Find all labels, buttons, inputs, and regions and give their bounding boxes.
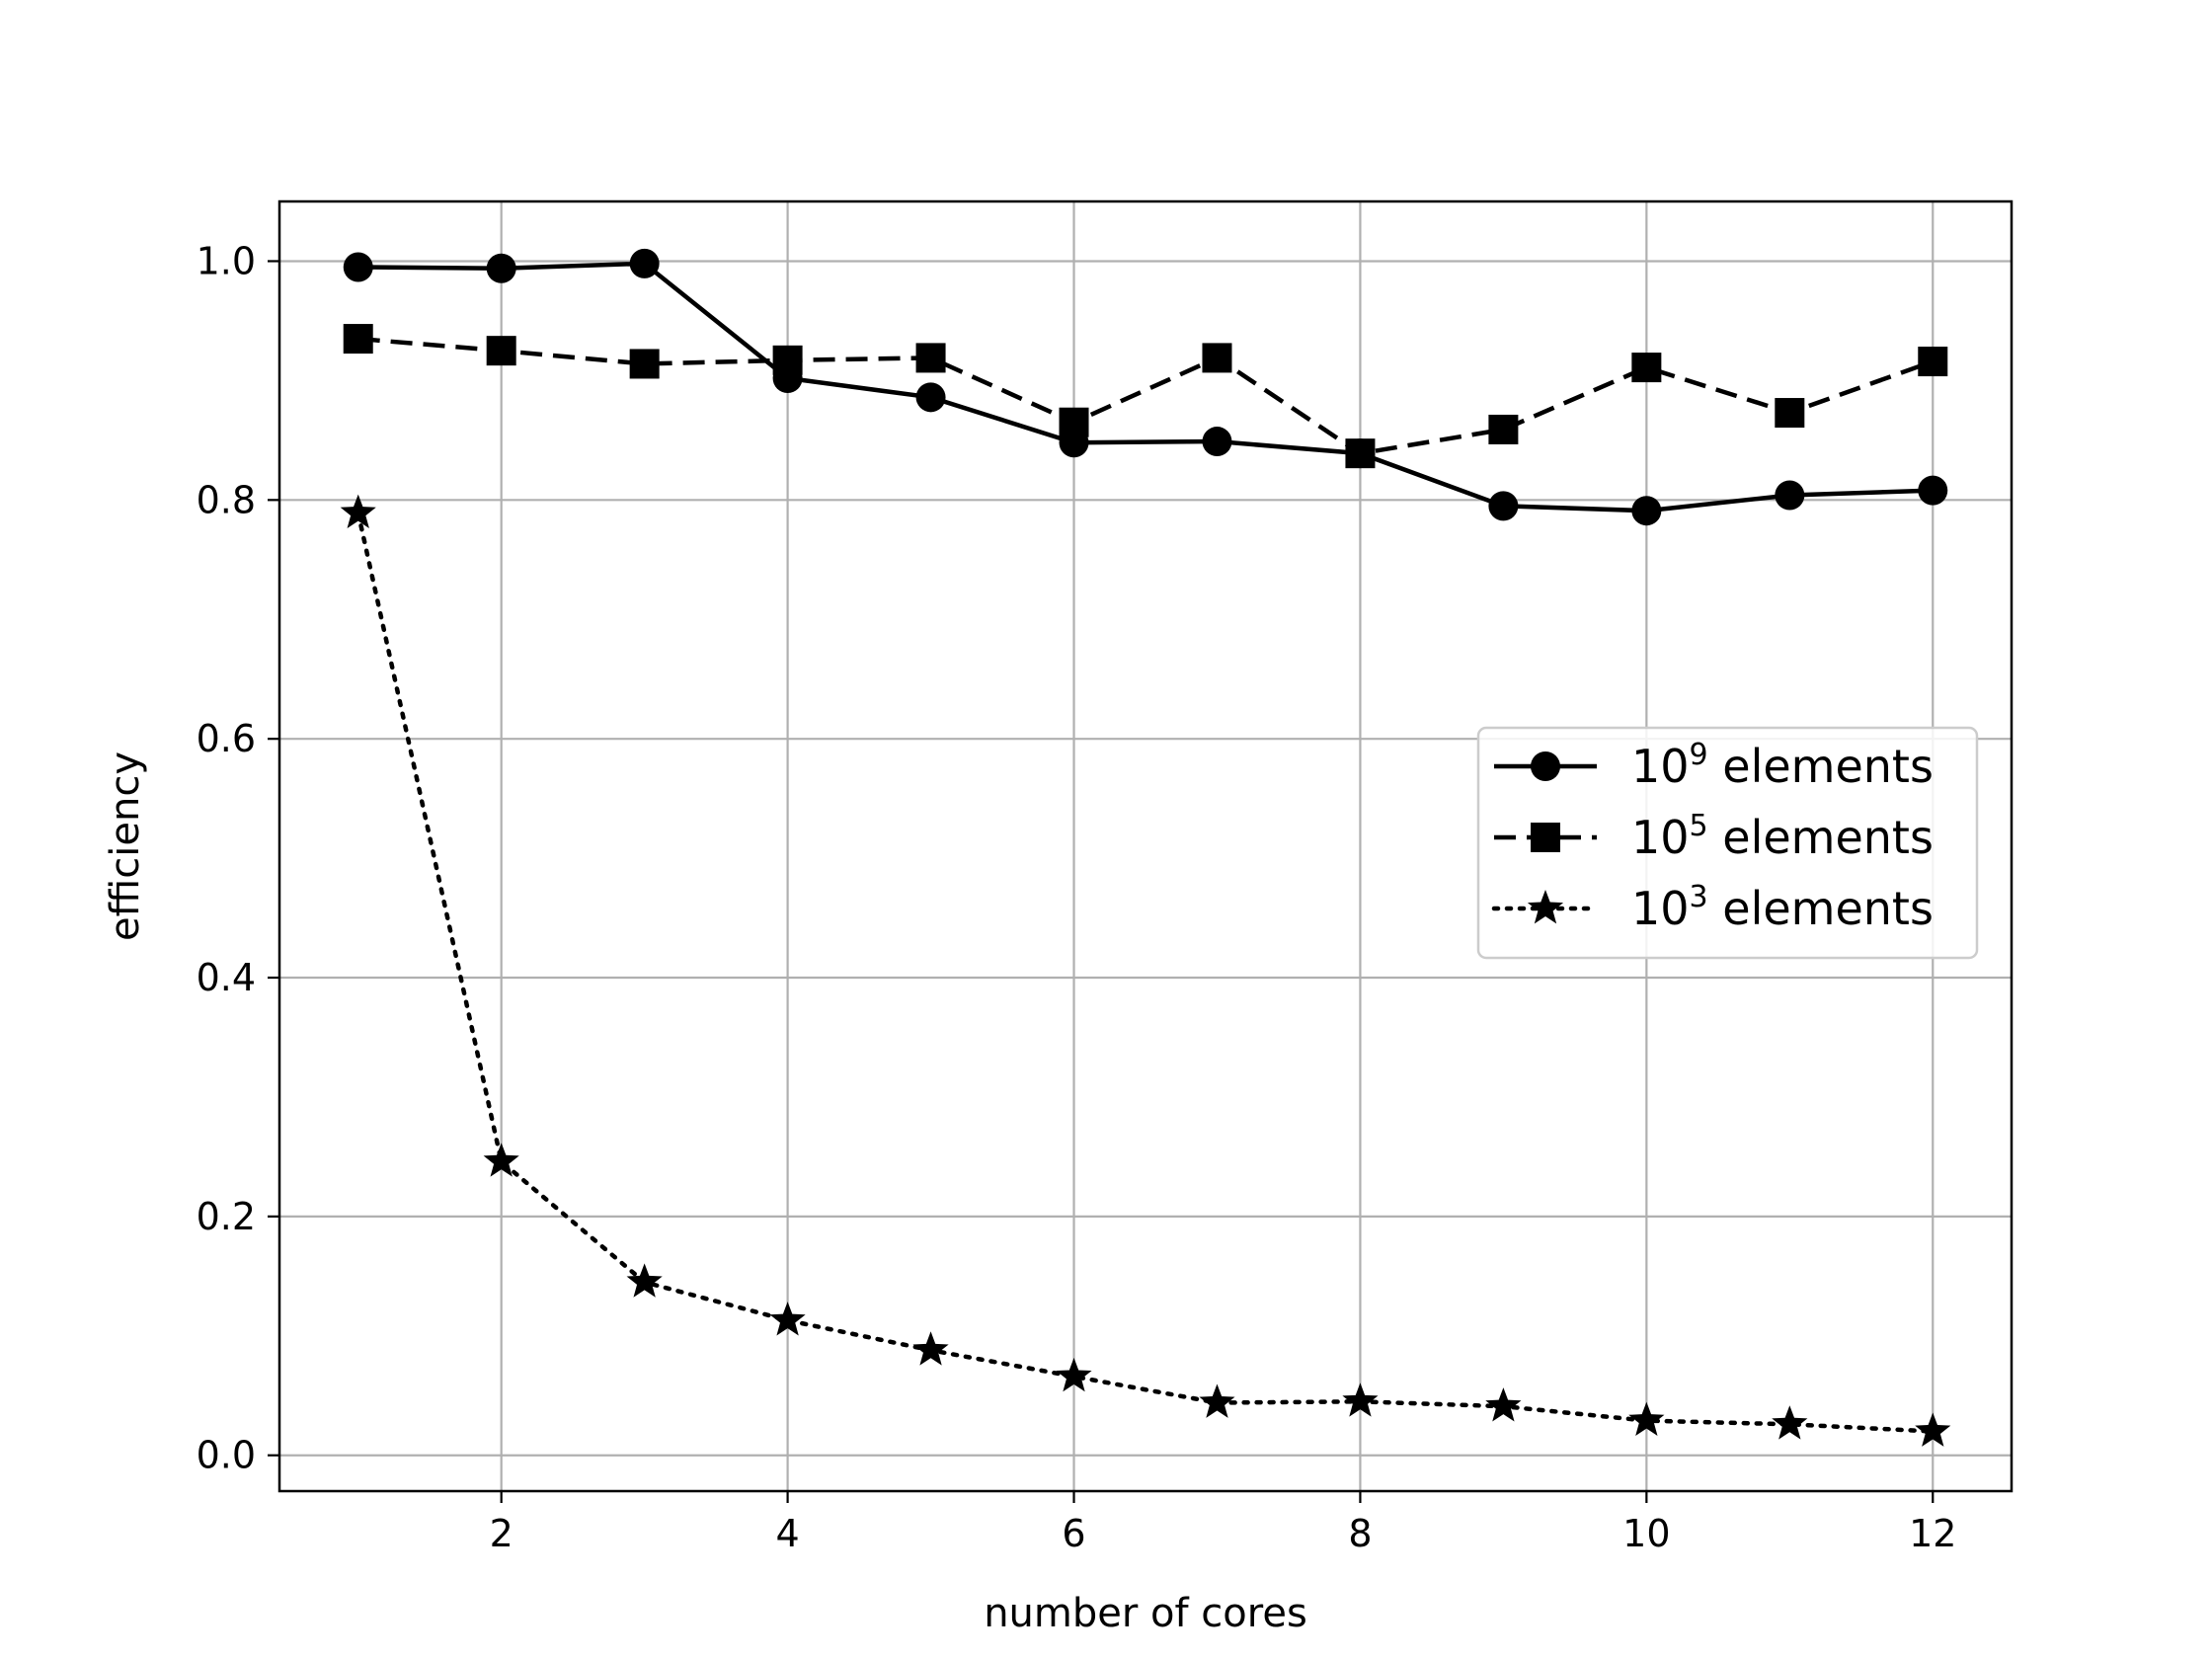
data-point bbox=[340, 494, 376, 528]
legend-exponent: 9 bbox=[1690, 738, 1708, 772]
data-point bbox=[343, 324, 373, 355]
data-point bbox=[629, 248, 660, 278]
legend-base: 10 bbox=[1631, 811, 1690, 864]
data-point bbox=[772, 345, 803, 375]
legend-base: 10 bbox=[1631, 882, 1690, 935]
x-tick-label: 12 bbox=[1909, 1512, 1956, 1555]
data-point bbox=[1918, 475, 1948, 506]
legend-box bbox=[1476, 726, 1979, 960]
data-point bbox=[1056, 1357, 1092, 1392]
series-line bbox=[357, 336, 1935, 456]
data-point bbox=[1202, 343, 1232, 373]
x-tick-label: 8 bbox=[1348, 1512, 1372, 1555]
x-tick-label: 2 bbox=[490, 1512, 514, 1555]
data-point bbox=[1628, 1401, 1665, 1437]
legend-marker bbox=[1531, 751, 1560, 781]
data-point bbox=[1199, 1383, 1235, 1418]
data-point bbox=[1342, 1382, 1379, 1417]
data-point bbox=[1059, 407, 1089, 437]
series-line bbox=[356, 511, 1936, 1434]
data-point bbox=[1488, 491, 1519, 521]
legend-series-name: elements bbox=[1708, 740, 1934, 793]
data-point bbox=[486, 253, 516, 283]
legend-series-name: elements bbox=[1708, 811, 1934, 864]
data-point bbox=[1485, 1387, 1522, 1422]
data-point bbox=[912, 1331, 949, 1366]
data-point bbox=[769, 1302, 806, 1336]
data-point bbox=[1202, 427, 1232, 457]
series-line bbox=[357, 261, 1934, 514]
legend-entry-label: 103 elements bbox=[1631, 880, 1934, 935]
plot-frame bbox=[277, 199, 2014, 1493]
data-point bbox=[1631, 353, 1662, 383]
data-point bbox=[626, 1263, 663, 1298]
y-tick-label: 0.6 bbox=[197, 717, 256, 760]
legend-exponent: 3 bbox=[1690, 880, 1708, 914]
data-point bbox=[1488, 414, 1519, 444]
data-point bbox=[915, 343, 946, 373]
data-point bbox=[1918, 347, 1948, 377]
y-tick-label: 1.0 bbox=[197, 239, 256, 282]
data-point bbox=[1772, 1405, 1808, 1440]
data-point bbox=[915, 382, 946, 413]
series-1 bbox=[343, 324, 1948, 469]
data-point bbox=[1775, 398, 1805, 429]
y-tick-label: 0.8 bbox=[197, 478, 256, 521]
y-tick-label: 0.0 bbox=[197, 1434, 256, 1477]
y-tick-label: 0.4 bbox=[197, 956, 256, 999]
x-axis-label: number of cores bbox=[984, 1591, 1307, 1636]
legend-entry-label: 109 elements bbox=[1631, 738, 1934, 793]
series-layer bbox=[340, 248, 1951, 1447]
data-point bbox=[1915, 1412, 1951, 1447]
x-tick-label: 4 bbox=[776, 1512, 800, 1555]
x-tick-label: 6 bbox=[1062, 1512, 1085, 1555]
ticks: 2 4 6 8 10 12 0.0 0.2 0.4 0.6 0.8 1.0 bbox=[197, 239, 1957, 1555]
legend-exponent: 5 bbox=[1690, 809, 1708, 843]
data-point bbox=[483, 1143, 519, 1177]
y-tick-label: 0.2 bbox=[197, 1195, 256, 1238]
series-2 bbox=[340, 494, 1951, 1447]
data-point bbox=[629, 349, 660, 379]
data-point bbox=[486, 336, 516, 366]
data-point bbox=[1775, 480, 1805, 511]
legend-entry-label: 105 elements bbox=[1631, 809, 1934, 864]
data-point bbox=[1631, 496, 1662, 526]
legend-marker bbox=[1527, 890, 1564, 924]
data-point bbox=[1345, 438, 1376, 469]
x-tick-label: 10 bbox=[1622, 1512, 1670, 1555]
y-axis-label: efficiency bbox=[103, 751, 148, 941]
legend-series-name: elements bbox=[1708, 882, 1934, 935]
legend-base: 10 bbox=[1631, 740, 1690, 793]
legend-marker bbox=[1531, 823, 1560, 852]
data-point bbox=[343, 252, 373, 282]
